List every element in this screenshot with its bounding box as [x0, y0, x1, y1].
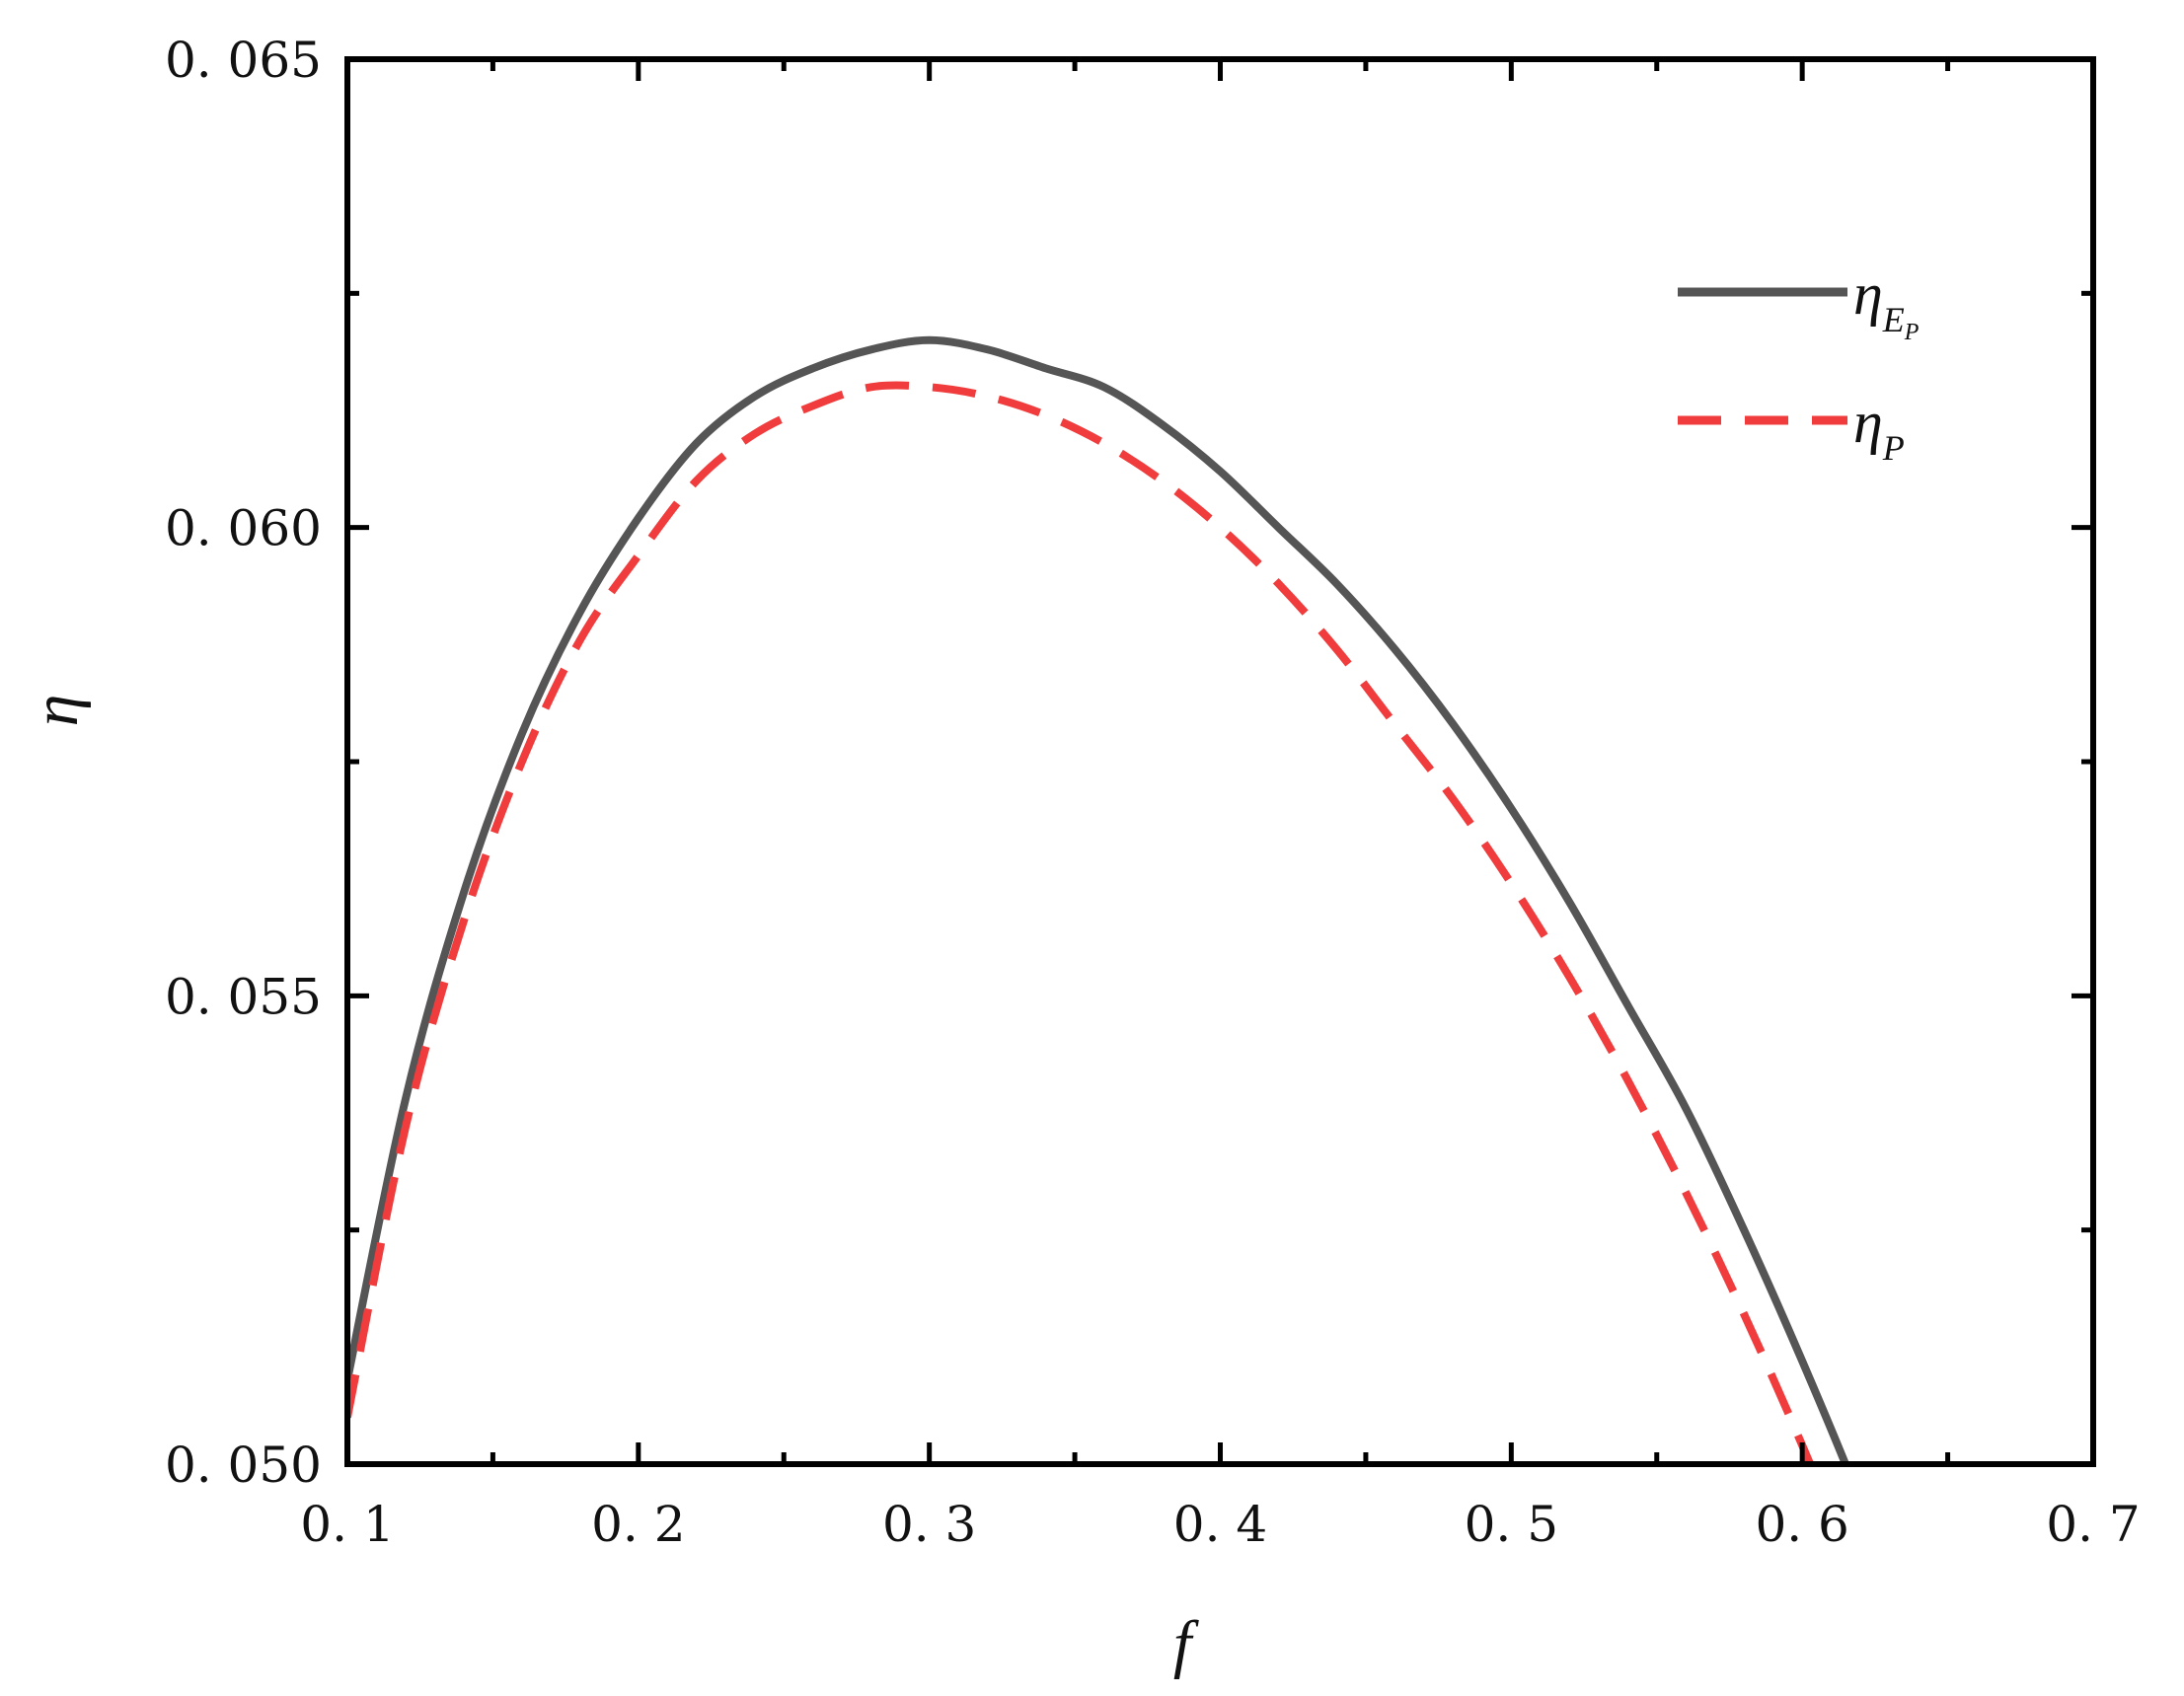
x-tick-label: 0. 4 [1173, 1496, 1267, 1553]
legend-label-eta-p: ηP [1853, 390, 1905, 468]
x-tick-label: 0. 6 [1755, 1496, 1848, 1553]
x-tick-label: 0. 5 [1465, 1496, 1558, 1553]
x-tick-label: 0. 3 [882, 1496, 976, 1553]
series-line-eta-ep [347, 335, 1850, 1464]
legend-label-eta-ep-main: η [1853, 261, 1883, 327]
x-tick-label: 0. 2 [591, 1496, 685, 1553]
legend-label-eta-ep-subsub: P [1904, 320, 1920, 345]
y-axis-title: η [20, 695, 92, 727]
series-layer [347, 335, 1850, 1464]
y-tick-label: 0. 060 [165, 500, 322, 557]
legend-label-eta-ep: ηEP [1853, 261, 1920, 345]
legend-label-eta-p-sub: P [1882, 428, 1905, 468]
x-tick-label: 0. 1 [300, 1496, 394, 1553]
legend-label-eta-p-main: η [1853, 390, 1883, 455]
series-line-eta-p [347, 381, 1815, 1464]
y-tick-label: 0. 055 [165, 968, 322, 1025]
y-tick-label: 0. 050 [165, 1437, 322, 1494]
x-tick-label: 0. 7 [2046, 1496, 2140, 1553]
legend-label-eta-ep-sub: E [1882, 300, 1905, 339]
ticks-layer [344, 56, 2096, 1467]
tick-labels-layer: 0. 1 0. 2 0. 3 0. 4 0. 5 0. 6 0. 7 0. 050 0. 055… [165, 32, 2141, 1553]
legend: ηEP ηP [1678, 261, 1920, 468]
y-tick-label: 0. 065 [165, 32, 322, 89]
